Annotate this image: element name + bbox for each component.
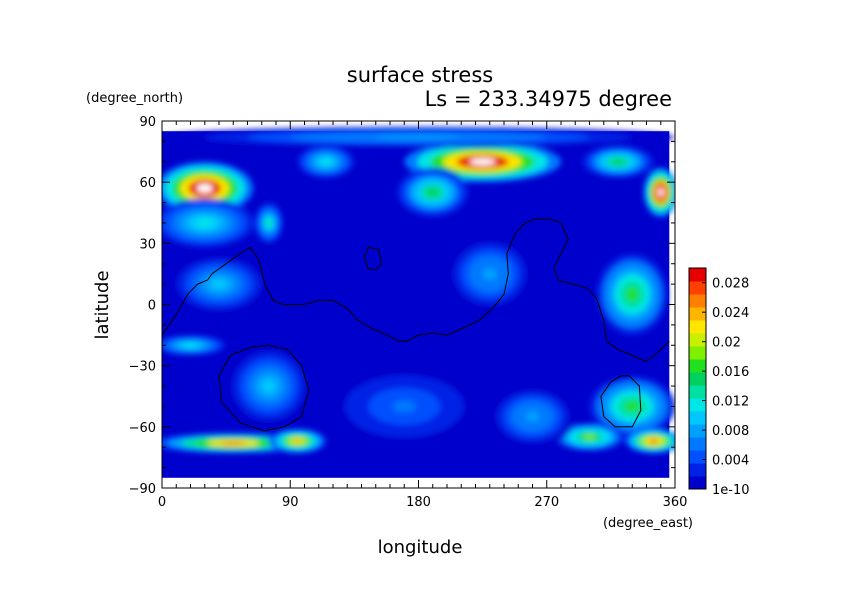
stress-cell xyxy=(210,279,228,290)
y-unit-label: (degree_north) xyxy=(86,91,183,106)
x-axis-label: longitude xyxy=(378,537,463,558)
axis-ticks: 0 90 180 270 360 90 60 30 0 −30 −60 −90 xyxy=(129,115,688,510)
y-tick-label: 60 xyxy=(139,176,156,191)
stress-region-9 xyxy=(162,335,227,356)
colorbar-label: 0.008 xyxy=(712,424,749,439)
x-tick-label: 180 xyxy=(406,495,431,510)
stress-region-18 xyxy=(489,386,576,448)
colorbar-segment xyxy=(689,424,706,438)
colorbar-label: 0.024 xyxy=(712,306,749,321)
colorbar-label: 0.016 xyxy=(712,365,749,380)
colorbar-label: 0.012 xyxy=(712,395,749,410)
colorbar-segment xyxy=(689,476,706,490)
stress-region-20 xyxy=(162,127,675,148)
stress-region-13 xyxy=(162,432,312,454)
colorbar-label: 0.004 xyxy=(712,454,749,469)
stress-cell xyxy=(220,441,247,445)
colorbar-frame xyxy=(688,267,707,490)
stress-cell xyxy=(184,343,197,347)
stress-region-12 xyxy=(447,237,533,311)
stress-cell xyxy=(469,158,496,166)
colorbar-segment xyxy=(689,359,706,373)
stress-region-19 xyxy=(333,369,476,444)
stress-cell xyxy=(375,135,462,140)
stress-region-0 xyxy=(162,161,254,215)
stress-region-7 xyxy=(643,167,675,217)
colorbar-segment xyxy=(689,450,706,464)
stress-cell xyxy=(525,411,540,422)
colorbar: 0.028 0.024 0.02 0.016 0.012 0.008 0.004 1e-10 xyxy=(688,267,750,498)
colorbar-segment xyxy=(689,294,706,308)
colorbar-segment xyxy=(689,398,706,412)
stress-cell xyxy=(261,379,276,393)
stress-region-17 xyxy=(553,422,626,452)
y-tick-label: 30 xyxy=(139,237,156,252)
x-tick-label: 90 xyxy=(282,495,299,510)
stress-cell xyxy=(657,188,664,197)
y-tick-label: 0 xyxy=(148,299,156,314)
colorbar-segment xyxy=(689,385,706,399)
stress-region-8 xyxy=(169,253,269,315)
colorbar-segment xyxy=(689,372,706,386)
hellas-contour xyxy=(218,344,310,432)
stress-cell xyxy=(482,267,497,281)
stress-cell xyxy=(583,434,596,440)
heatmap-layer xyxy=(162,127,675,478)
y-axis-label: latitude xyxy=(92,270,113,339)
stress-cell xyxy=(626,287,639,302)
x-tick-label: 270 xyxy=(534,495,559,510)
x-tick-label: 360 xyxy=(663,495,688,510)
stress-cell xyxy=(292,439,303,444)
stress-cell xyxy=(321,159,331,165)
stress-region-1 xyxy=(162,198,255,248)
stress-region-5 xyxy=(297,145,355,179)
argyre-contour xyxy=(600,375,642,428)
stress-region-10 xyxy=(596,253,668,336)
stress-cell xyxy=(426,188,439,197)
stress-region-4 xyxy=(397,167,469,217)
colorbar-label: 0.028 xyxy=(712,277,749,292)
y-tick-label: −30 xyxy=(129,360,156,375)
heatmap-blobs xyxy=(162,127,675,454)
x-tick-label: 0 xyxy=(158,495,166,510)
stress-cell xyxy=(392,400,417,413)
stress-region-11 xyxy=(226,345,312,427)
heatmap-field xyxy=(162,121,675,488)
colorbar-segment xyxy=(689,333,706,347)
chart-title: surface stress xyxy=(347,63,493,87)
stress-cell xyxy=(196,218,214,228)
stress-region-2 xyxy=(254,202,284,244)
northern-lowland-boundary xyxy=(162,218,670,363)
y-tick-label: −90 xyxy=(129,482,156,497)
colorbar-label: 0.02 xyxy=(712,336,741,351)
stress-region-16 xyxy=(625,428,675,454)
colorbar-segment xyxy=(689,463,706,477)
stress-cell xyxy=(625,401,640,412)
y-tick-label: −60 xyxy=(129,421,156,436)
colorbar-segment xyxy=(689,281,706,295)
stress-region-15 xyxy=(589,375,675,438)
colorbar-segment xyxy=(689,346,706,360)
chart-subtitle: Ls = 233.34975 degree xyxy=(425,87,672,111)
y-tick-label: 90 xyxy=(139,115,156,130)
colorbar-segment xyxy=(689,268,706,282)
stress-region-6 xyxy=(582,145,654,179)
x-unit-label: (degree_east) xyxy=(603,516,693,531)
tharsis-small-contour xyxy=(363,246,382,271)
topography-contours xyxy=(162,218,670,432)
stress-cell xyxy=(648,439,659,444)
colorbar-label: 1e-10 xyxy=(712,483,750,498)
colorbar-segment xyxy=(689,411,706,425)
stress-cell xyxy=(196,183,213,193)
colorbar-segment xyxy=(689,320,706,334)
colorbar-segment xyxy=(689,307,706,321)
colorbar-segment xyxy=(689,437,706,451)
stress-cell xyxy=(266,219,272,227)
stress-region-14 xyxy=(268,428,326,454)
stress-cell xyxy=(612,159,624,165)
